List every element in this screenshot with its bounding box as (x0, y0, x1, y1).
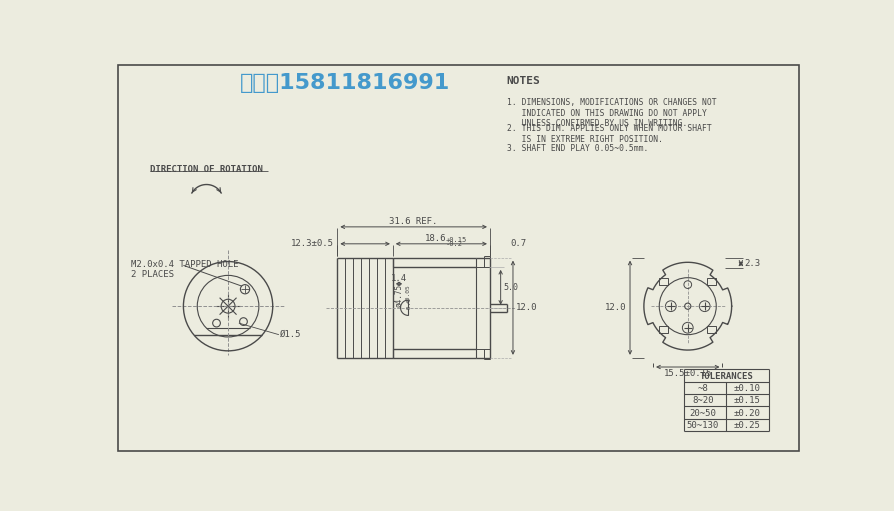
Bar (659, 278, 667, 285)
Text: NOTES: NOTES (506, 76, 540, 86)
Text: ±0.25: ±0.25 (733, 421, 760, 430)
Text: 8~20: 8~20 (691, 396, 713, 405)
Text: ~8: ~8 (696, 384, 707, 393)
Text: M2.0x0.4 TAPPED HOLE
2 PLACES: M2.0x0.4 TAPPED HOLE 2 PLACES (131, 260, 239, 280)
Text: Ø1.5: Ø1.5 (279, 330, 300, 339)
Text: +0.15: +0.15 (445, 237, 467, 243)
Text: 15.5±0.15: 15.5±0.15 (662, 368, 711, 378)
Text: 1. DIMENSIONS, MODIFICATIONS OR CHANGES NOT
   INDICATED ON THIS DRAWING DO NOT : 1. DIMENSIONS, MODIFICATIONS OR CHANGES … (506, 98, 715, 128)
Text: -0.2: -0.2 (445, 241, 462, 247)
Bar (659, 327, 667, 333)
Text: 3. SHAFT END PLAY 0.05~0.5mm.: 3. SHAFT END PLAY 0.05~0.5mm. (506, 145, 647, 153)
Text: 2.3: 2.3 (744, 259, 760, 268)
Text: 0.7: 0.7 (510, 239, 526, 248)
Text: ±0.20: ±0.20 (733, 409, 760, 417)
Text: +0.05: +0.05 (406, 285, 410, 303)
Bar (706, 278, 715, 285)
Text: 1.4: 1.4 (391, 274, 407, 283)
Text: TOLERANCES: TOLERANCES (698, 371, 752, 381)
Text: -0.1: -0.1 (406, 295, 410, 311)
Text: 50~130: 50~130 (686, 421, 718, 430)
Text: 黄小姐15811816991: 黄小姐15811816991 (240, 73, 450, 93)
Text: 12.0: 12.0 (516, 303, 537, 312)
Text: 20~50: 20~50 (688, 409, 715, 417)
Text: 12.0: 12.0 (604, 303, 626, 312)
Text: 31.6 REF.: 31.6 REF. (389, 217, 437, 226)
Text: 2. THIS DIM. APPLIES ONLY WHEN MOTOR SHAFT
   IS IN EXTREME RIGHT POSITION.: 2. THIS DIM. APPLIES ONLY WHEN MOTOR SHA… (506, 125, 711, 144)
Text: 5.0: 5.0 (503, 283, 519, 292)
Text: ±0.15: ±0.15 (733, 396, 760, 405)
Bar (706, 327, 715, 333)
Text: ø4.75: ø4.75 (394, 284, 403, 307)
Text: DIRECTION OF ROTATION: DIRECTION OF ROTATION (149, 165, 262, 174)
Text: 18.6: 18.6 (424, 234, 445, 243)
Text: 12.3±0.5: 12.3±0.5 (291, 239, 333, 248)
Text: ±0.10: ±0.10 (733, 384, 760, 393)
